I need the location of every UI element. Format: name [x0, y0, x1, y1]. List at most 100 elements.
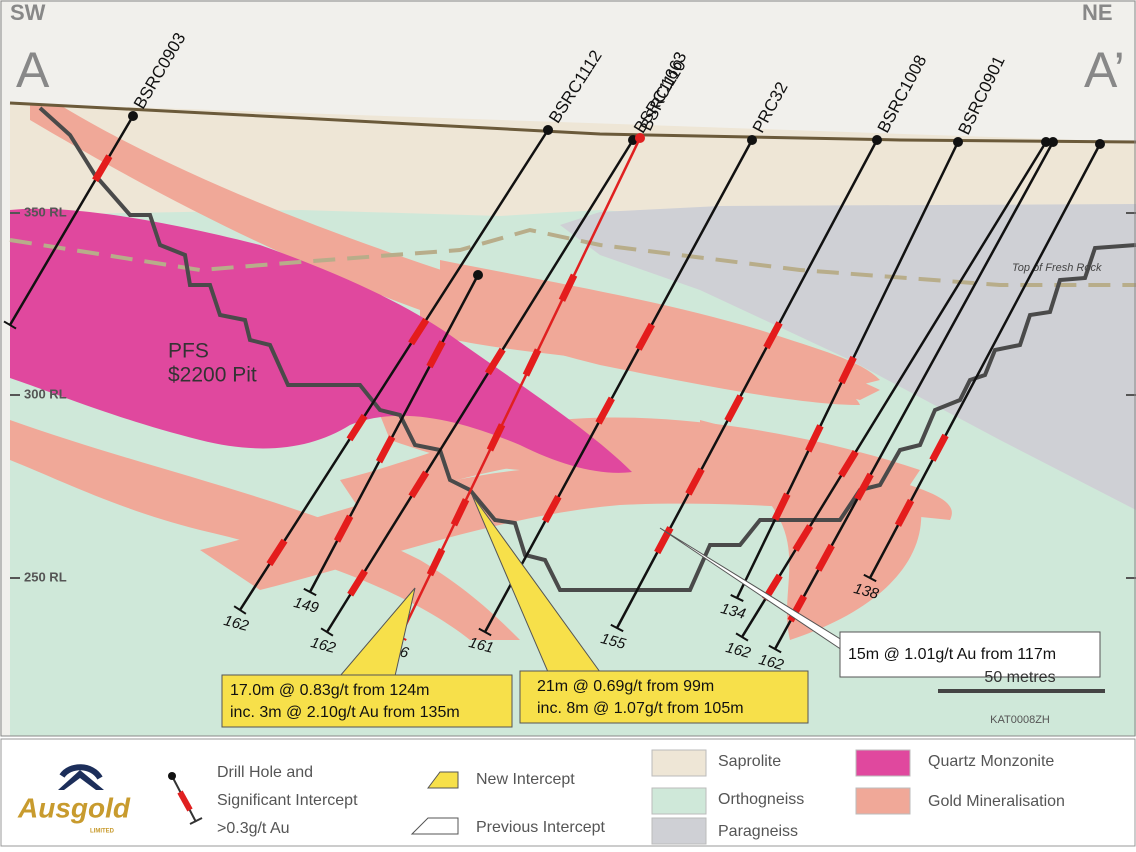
hole-depth: 162: [309, 634, 338, 657]
intercept: [426, 548, 446, 577]
hole-depth: 162: [724, 639, 753, 662]
hole-end: [730, 594, 744, 602]
frame: [0, 0, 1136, 737]
legend-label: Saprolite: [718, 753, 781, 770]
intercept: [558, 273, 578, 302]
hole-depth: 162: [757, 651, 786, 674]
legend-label: New Intercept: [476, 771, 575, 788]
intercept: [92, 154, 113, 183]
logo-mark: [58, 770, 104, 790]
collar: [543, 125, 553, 135]
hole-end: [320, 627, 334, 637]
intercept: [763, 321, 783, 350]
intercept: [595, 396, 615, 425]
intercept: [486, 423, 506, 452]
drill-hole: [238, 129, 550, 611]
intercept: [450, 498, 470, 527]
intercept: [724, 394, 744, 423]
intercept: [685, 467, 705, 496]
intercept: [522, 348, 542, 377]
drill-icon: [177, 790, 193, 812]
quartz-monzonite-swatch: [855, 749, 911, 777]
callout-box: [839, 631, 1101, 678]
elevation-label: 350 RL: [24, 204, 67, 219]
hole-depth: 149: [292, 594, 321, 617]
hole-end: [735, 632, 749, 642]
ground-surface: [9, 101, 1136, 144]
elevation-axis: 350 RL 300 RL 250 RL: [10, 204, 1136, 584]
fresh-rock-label: Top of Fresh Rock: [1012, 262, 1102, 274]
drill-hole: [8, 115, 135, 326]
section: PFS $2200 Pit Top of Fresh Rock SW A NE …: [0, 0, 1136, 737]
callout-text: 21m @ 0.69g/t from 99m: [537, 678, 714, 695]
intercept: [771, 492, 791, 521]
intercept: [929, 433, 949, 462]
intercept: [805, 424, 824, 453]
callout-box: [221, 674, 513, 728]
drill-icon: [168, 772, 176, 780]
callout-box: [519, 670, 809, 724]
pit-label: $2200 Pit: [168, 364, 257, 387]
callout-text: inc. 3m @ 2.10g/t Au from 135m: [230, 704, 460, 721]
intercept: [266, 538, 288, 567]
legend: Ausgold LIMITED Drill Hole and Significa…: [0, 738, 1136, 847]
legend-label: Significant Intercept: [217, 792, 358, 809]
intercept: [408, 317, 430, 346]
logo-name: Ausgold: [17, 792, 131, 823]
drill-hole: [325, 139, 635, 633]
collar: [635, 133, 645, 143]
intercept: [815, 543, 835, 572]
gold-mineralisation-swatch: [855, 787, 911, 815]
intercept: [894, 498, 915, 527]
hole-end: [768, 644, 782, 654]
legend-label: Drill Hole and: [217, 764, 313, 781]
fresh-rock-line: [9, 227, 1136, 287]
drill-hole: [740, 141, 1048, 638]
collar: [872, 135, 882, 145]
quartz-monzonite: [10, 208, 632, 473]
intercept: [333, 514, 354, 543]
collar: [953, 137, 963, 147]
previous-intercept-swatch: [410, 817, 459, 835]
intercept: [838, 355, 857, 385]
legend-label: Previous Intercept: [476, 819, 606, 836]
legend-frame: [0, 738, 1136, 847]
intercept: [426, 340, 446, 369]
legend-label: Orthogneiss: [718, 791, 804, 808]
drill-hole: [483, 139, 754, 633]
hole-depth: 161: [467, 634, 496, 657]
hole-depth: 138: [852, 580, 881, 603]
intercept: [541, 495, 562, 523]
legend-label: Quartz Monzonite: [928, 753, 1054, 770]
callout-text: 17.0m @ 0.83g/t from 124m: [230, 682, 429, 699]
logo-mark: [59, 764, 103, 780]
new-intercept-swatch: [427, 771, 459, 789]
section-label: A: [16, 42, 50, 98]
elevation-label: 250 RL: [24, 569, 67, 584]
intercept: [854, 472, 874, 501]
legend-label: Gold Mineralisation: [928, 793, 1065, 810]
collar: [1048, 137, 1058, 147]
legend-label: Paragneiss: [718, 823, 798, 840]
collar: [473, 270, 483, 280]
direction-label: SW: [10, 0, 46, 25]
collar: [128, 111, 138, 121]
intercept: [654, 526, 674, 555]
hole-depth: 134: [719, 600, 748, 623]
logo-subtitle: LIMITED: [90, 829, 115, 835]
callout-text: inc. 8m @ 1.07g/t from 105m: [537, 700, 744, 717]
intercept: [635, 322, 655, 351]
drill-icon: [189, 817, 203, 825]
intercept: [375, 435, 396, 464]
direction-label: NE: [1082, 0, 1113, 25]
elevation-label: 300 RL: [24, 386, 67, 401]
paragneiss-swatch: [651, 817, 707, 845]
hole-end: [478, 627, 492, 637]
pit-label: PFS: [168, 340, 209, 363]
hole-end: [233, 605, 247, 615]
scale-label: 50 metres: [984, 669, 1055, 686]
collar: [1095, 139, 1105, 149]
intercept: [484, 347, 506, 376]
hole-end: [303, 587, 317, 597]
